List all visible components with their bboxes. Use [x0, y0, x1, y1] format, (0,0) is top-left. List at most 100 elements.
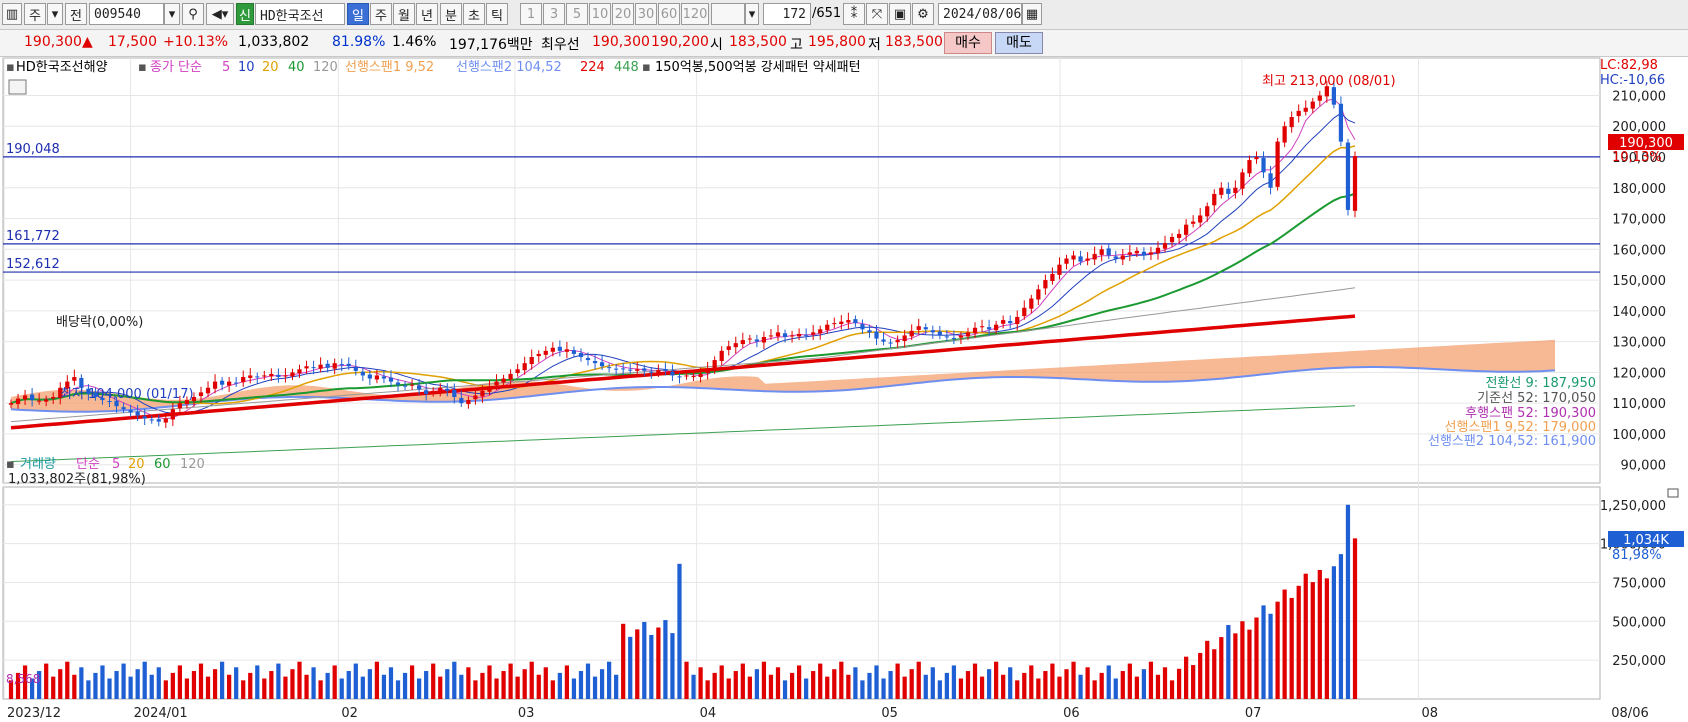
- interval-dropdown-icon[interactable]: ▾: [745, 3, 759, 25]
- high-price: 195,800: [808, 34, 866, 50]
- volume-bar: [860, 680, 865, 699]
- candle: [550, 347, 555, 352]
- speaker-icon[interactable]: ◀▾: [206, 3, 234, 25]
- tool-icon[interactable]: ⤧: [866, 3, 888, 25]
- candle: [1001, 320, 1006, 324]
- legend-icon: ▪: [6, 60, 15, 75]
- prev-button[interactable]: 전: [65, 3, 87, 25]
- volume-bar: [768, 674, 774, 699]
- volume-bar: [1141, 669, 1147, 699]
- candle: [642, 368, 647, 371]
- candle: [1212, 193, 1217, 206]
- legend-separator: ▪: [138, 60, 147, 75]
- period-month[interactable]: 월: [393, 3, 415, 25]
- total-count: /651: [812, 6, 842, 21]
- volume-legend-ma120[interactable]: 120: [180, 457, 205, 472]
- volume-legend-ma-title[interactable]: 단순: [76, 457, 100, 472]
- period-day[interactable]: 일: [347, 3, 369, 25]
- volume-bar: [811, 671, 816, 699]
- period-second[interactable]: 초: [463, 3, 485, 25]
- x-tick-label: 03: [518, 706, 535, 721]
- legend-span2[interactable]: 선행스팬2 104,52: [456, 59, 562, 75]
- y-tick-label: 110,000: [1612, 397, 1666, 412]
- candle: [409, 384, 415, 386]
- volume-bar: [994, 661, 999, 699]
- legend-ma10[interactable]: 10: [238, 60, 255, 75]
- interval-custom-field[interactable]: [711, 3, 745, 25]
- calculator-icon[interactable]: [8, 79, 27, 95]
- interval-120[interactable]: 120: [681, 3, 709, 25]
- code-input[interactable]: 009540: [89, 3, 164, 25]
- interval-60[interactable]: 60: [658, 3, 680, 25]
- volume-bar: [374, 661, 380, 699]
- indicator-icon[interactable]: ⁑: [843, 3, 865, 25]
- date-input[interactable]: 2024/08/06: [938, 3, 1022, 25]
- volume-legend-title[interactable]: 거래량: [20, 457, 56, 472]
- volume-bar: [395, 680, 401, 699]
- interval-5[interactable]: 5: [566, 3, 588, 25]
- legend-extra[interactable]: 150억봉,500억봉 강세패턴 약세패턴: [655, 60, 861, 75]
- sell-button[interactable]: 매도: [995, 32, 1043, 54]
- candle: [1043, 280, 1048, 289]
- gear-icon[interactable]: ⚙: [912, 3, 934, 25]
- legend-448[interactable]: 448: [614, 60, 639, 75]
- volume-bar: [107, 678, 112, 699]
- legend-ma40[interactable]: 40: [288, 60, 305, 75]
- y-tick-label: 180,000: [1612, 182, 1666, 197]
- change-percent: +10.13%: [163, 34, 229, 50]
- volume-bar: [283, 676, 288, 699]
- volume-legend-ma60[interactable]: 60: [154, 457, 171, 472]
- stock-chart[interactable]: 190,048 161,772 152,612 90,000 100,000 110,0…: [0, 57, 1688, 722]
- mode-button[interactable]: 주: [24, 3, 46, 25]
- candle: [768, 335, 774, 337]
- volume-bar: [304, 674, 309, 699]
- volume-bar: [1162, 667, 1168, 699]
- chart-menu-icon[interactable]: ▥: [2, 3, 22, 25]
- interval-3[interactable]: 3: [543, 3, 565, 25]
- interval-30[interactable]: 30: [635, 3, 657, 25]
- panel-close-icon[interactable]: [1667, 488, 1679, 498]
- calendar-icon[interactable]: ▦: [1022, 3, 1042, 25]
- legend-name[interactable]: HD한국조선해양: [16, 60, 108, 75]
- price-tag-text: 190,300: [1619, 136, 1673, 151]
- candle: [782, 333, 788, 337]
- save-icon[interactable]: ▣: [889, 3, 911, 25]
- volume-bar: [628, 636, 633, 699]
- volume-bar: [1184, 656, 1189, 699]
- volume-bar: [37, 671, 42, 699]
- code-dropdown-icon[interactable]: ▾: [164, 3, 180, 25]
- volume-legend-ma5[interactable]: 5: [112, 457, 120, 472]
- candle: [177, 403, 182, 409]
- candle: [290, 372, 295, 377]
- volume-y-tick-label: 750,000: [1612, 576, 1666, 591]
- interval-10[interactable]: 10: [589, 3, 611, 25]
- period-year[interactable]: 년: [416, 3, 438, 25]
- period-minute[interactable]: 분: [440, 3, 462, 25]
- legend-ma20[interactable]: 20: [262, 60, 279, 75]
- volume-bar: [1008, 667, 1013, 699]
- interval-1[interactable]: 1: [520, 3, 542, 25]
- period-tick[interactable]: 틱: [486, 3, 508, 25]
- search-icon[interactable]: ⚲: [182, 3, 204, 25]
- volume-bar: [578, 671, 584, 699]
- legend-ma120[interactable]: 120: [313, 60, 338, 75]
- count-input[interactable]: 172: [763, 3, 811, 25]
- volume-legend-ma20[interactable]: 20: [128, 457, 145, 472]
- candle: [1324, 86, 1329, 97]
- legend-224[interactable]: 224: [580, 60, 605, 75]
- candle: [775, 332, 781, 337]
- buy-button[interactable]: 매수: [944, 32, 992, 54]
- candle: [346, 363, 351, 367]
- mode-dropdown-icon[interactable]: ▾: [47, 3, 63, 25]
- legend-span1[interactable]: 선행스팬1 9,52: [345, 59, 434, 75]
- candle: [747, 338, 752, 340]
- interval-20[interactable]: 20: [612, 3, 634, 25]
- volume-bar: [1036, 678, 1041, 699]
- name-field[interactable]: HD한국조선: [255, 3, 345, 25]
- candle: [606, 367, 612, 369]
- period-week[interactable]: 주: [370, 3, 392, 25]
- volume-bar: [895, 663, 900, 699]
- legend-ma5[interactable]: 5: [222, 60, 230, 75]
- ichimoku-span1: 선행스팬1 9,52: 179,000: [1445, 419, 1596, 435]
- legend-ma-title[interactable]: 종가 단순: [150, 60, 202, 75]
